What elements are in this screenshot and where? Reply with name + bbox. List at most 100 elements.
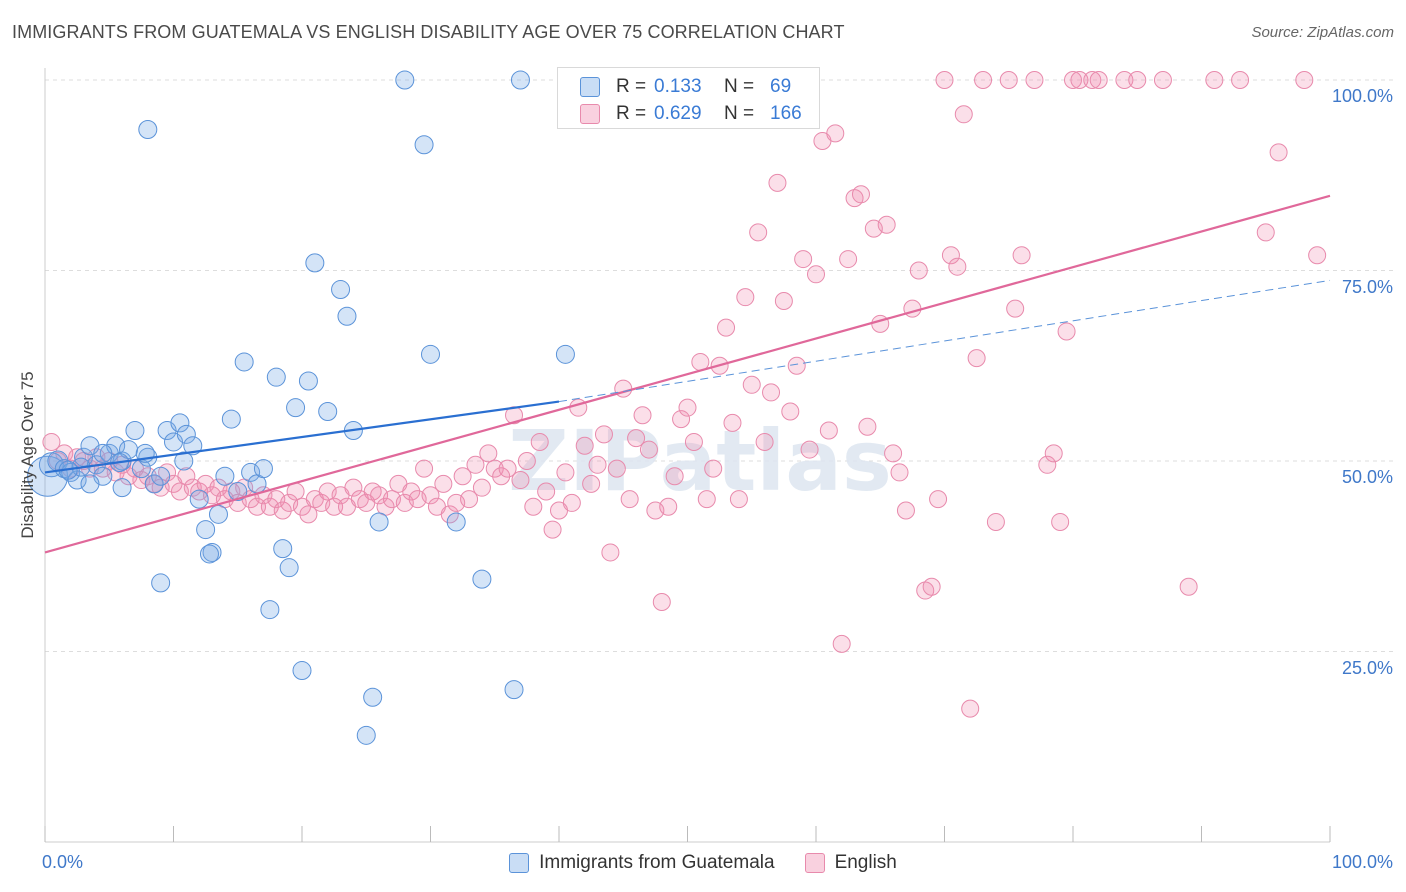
english-point bbox=[158, 463, 177, 482]
legend-label-guatemala: Immigrants from Guatemala bbox=[539, 852, 775, 873]
english-point bbox=[633, 406, 652, 425]
english-point bbox=[974, 71, 993, 89]
english-point bbox=[434, 474, 453, 493]
english-point bbox=[999, 71, 1018, 89]
english-point bbox=[524, 497, 543, 516]
english-point bbox=[1083, 71, 1102, 89]
english-point bbox=[1269, 143, 1288, 162]
guatemala-point bbox=[331, 280, 351, 300]
blue-swatch bbox=[509, 853, 530, 873]
english-point bbox=[537, 482, 556, 501]
guatemala-point bbox=[356, 725, 376, 745]
english-point bbox=[453, 467, 472, 486]
guatemala-point bbox=[266, 367, 286, 387]
english-point bbox=[299, 505, 318, 524]
english-point bbox=[665, 467, 684, 486]
english-point bbox=[922, 577, 941, 596]
english-point bbox=[794, 250, 813, 269]
guatemala-point bbox=[510, 70, 530, 90]
legend-item-guatemala[interactable]: Immigrants from Guatemala bbox=[509, 852, 775, 874]
english-point bbox=[588, 455, 607, 474]
english-point bbox=[832, 634, 851, 653]
english-point bbox=[896, 501, 915, 520]
guatemala-point bbox=[273, 539, 293, 559]
english-point bbox=[575, 436, 594, 455]
english-point bbox=[851, 185, 870, 204]
english-point bbox=[929, 490, 948, 509]
guatemala-point bbox=[234, 352, 254, 372]
guatemala-point bbox=[363, 687, 383, 707]
english-point bbox=[543, 520, 562, 539]
english-point bbox=[479, 444, 498, 463]
english-point bbox=[472, 478, 491, 497]
guatemala-point bbox=[472, 569, 492, 589]
english-point bbox=[440, 505, 459, 524]
english-point bbox=[723, 413, 742, 432]
guatemala-point bbox=[446, 512, 466, 532]
english-point bbox=[562, 493, 581, 512]
y-axis-label: Disability Age Over 75 bbox=[18, 371, 37, 539]
english-point bbox=[466, 455, 485, 474]
y-tick-label: 50.0% bbox=[1341, 467, 1393, 487]
english-point bbox=[1038, 455, 1057, 474]
english-point bbox=[594, 425, 613, 444]
english-point bbox=[819, 421, 838, 440]
english-point bbox=[678, 398, 697, 417]
english-point bbox=[1044, 444, 1063, 463]
english-point bbox=[1089, 71, 1108, 89]
english-point bbox=[672, 410, 691, 429]
english-point bbox=[177, 467, 196, 486]
r-value: 0.629 bbox=[654, 103, 702, 124]
english-point bbox=[1064, 71, 1082, 89]
english-point bbox=[1006, 299, 1025, 318]
english-point bbox=[485, 459, 504, 478]
guatemala-point bbox=[199, 544, 219, 564]
english-point bbox=[729, 490, 748, 509]
english-point bbox=[652, 592, 671, 611]
y-tick-label: 75.0% bbox=[1341, 276, 1393, 297]
source-label: Source: ZipAtlas.com bbox=[1251, 24, 1394, 41]
x-tick-label-end: 100.0% bbox=[1331, 852, 1393, 872]
guatemala-point bbox=[395, 70, 415, 90]
bottom-legend: Immigrants from Guatemala English bbox=[0, 852, 1406, 874]
english-point bbox=[517, 452, 536, 470]
chart-title: IMMIGRANTS FROM GUATEMALA VS ENGLISH DIS… bbox=[12, 22, 845, 42]
guatemala-point bbox=[337, 306, 357, 326]
english-point bbox=[556, 463, 575, 482]
stats-row-guatemala: R = 0.133 N = 69 bbox=[580, 74, 791, 100]
english-point bbox=[948, 257, 967, 276]
guatemala-points bbox=[27, 70, 575, 745]
guatemala-point bbox=[93, 443, 113, 463]
english-point bbox=[1179, 577, 1198, 596]
blue-swatch bbox=[580, 77, 600, 97]
english-point bbox=[736, 288, 755, 307]
english-point bbox=[762, 383, 781, 402]
guatemala-point bbox=[196, 520, 216, 540]
guatemala-point bbox=[292, 661, 312, 681]
english-point bbox=[961, 699, 980, 718]
english-point bbox=[402, 482, 421, 501]
english-point bbox=[941, 246, 960, 265]
guatemala-point bbox=[253, 459, 273, 479]
guatemala-point bbox=[414, 135, 434, 155]
guatemala-point bbox=[80, 474, 100, 494]
legend-item-english[interactable]: English bbox=[804, 852, 897, 874]
english-point bbox=[781, 402, 800, 421]
english-point bbox=[1051, 512, 1070, 531]
english-point bbox=[492, 467, 511, 486]
english-point bbox=[742, 375, 761, 394]
english-point bbox=[986, 512, 1005, 531]
n-value: 166 bbox=[770, 103, 802, 124]
english-point bbox=[1256, 223, 1275, 242]
trend-lines bbox=[44, 194, 1331, 554]
english-point bbox=[659, 497, 678, 516]
english-point bbox=[1115, 71, 1134, 89]
english-point bbox=[967, 349, 986, 368]
english-point bbox=[909, 261, 928, 280]
pink-swatch bbox=[580, 104, 600, 124]
english-point bbox=[787, 356, 806, 375]
guatemala-point bbox=[176, 424, 196, 444]
english-point bbox=[460, 490, 479, 509]
english-point bbox=[1231, 71, 1250, 89]
